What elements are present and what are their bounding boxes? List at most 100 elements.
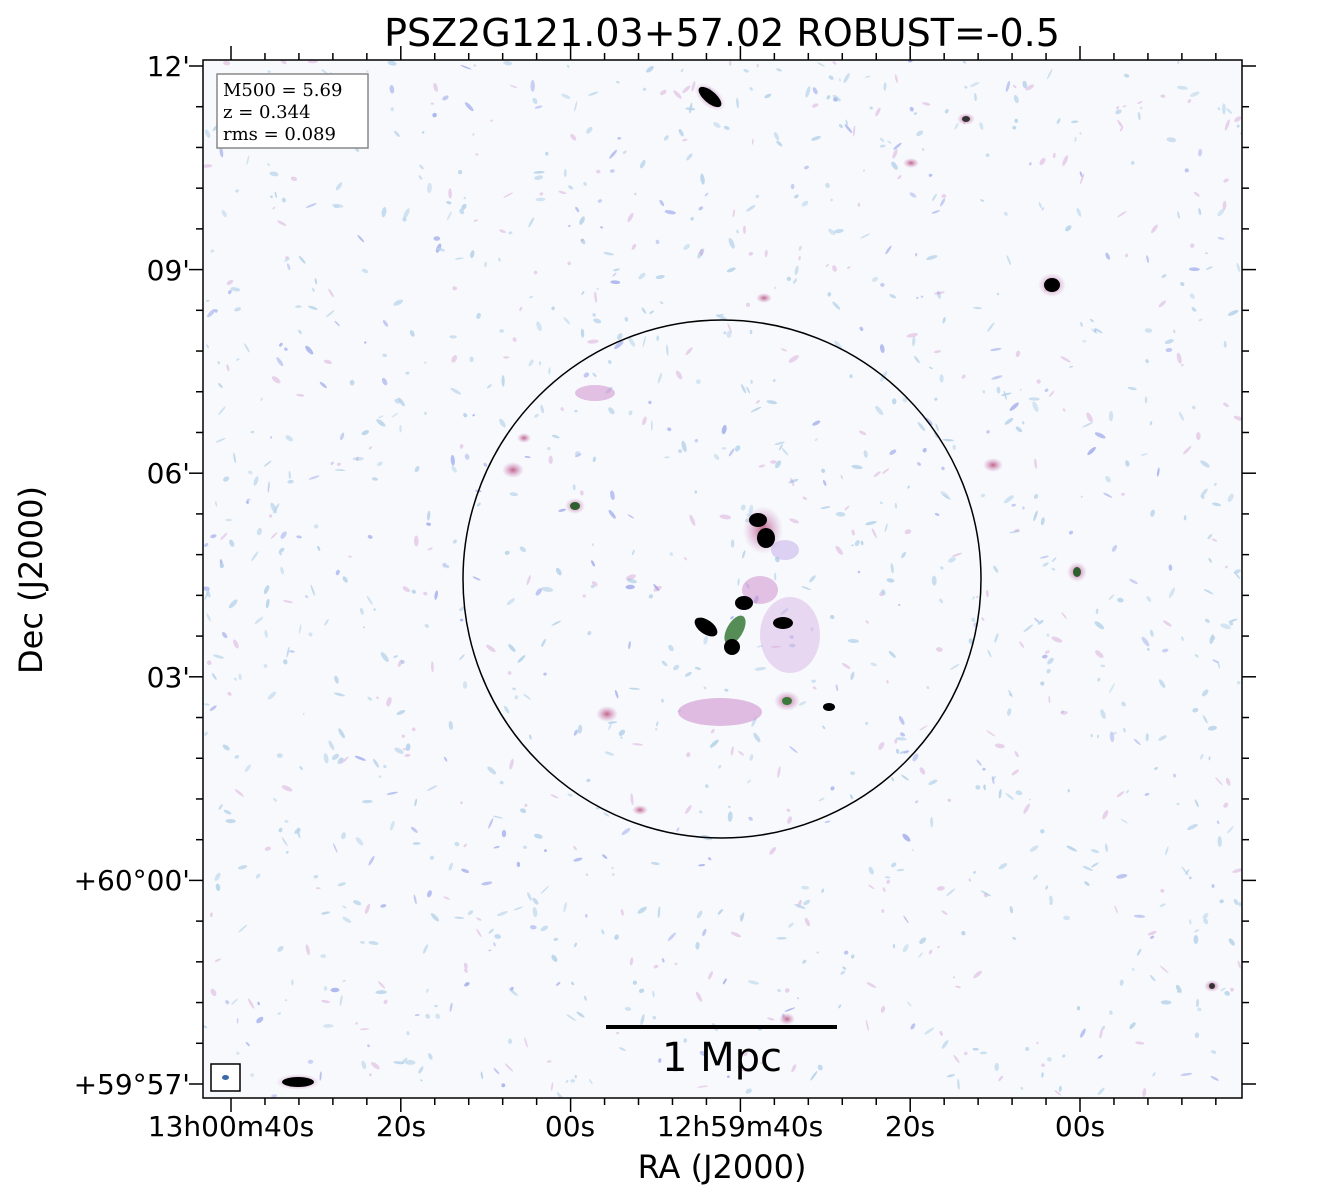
noise-speckle	[646, 66, 654, 73]
noise-speckle	[608, 722, 612, 731]
noise-speckle	[1177, 85, 1188, 90]
noise-speckle	[254, 616, 264, 625]
noise-speckle	[851, 954, 855, 959]
noise-speckle	[596, 287, 599, 290]
noise-speckle	[840, 970, 845, 975]
noise-speckle	[539, 192, 544, 196]
noise-speckle	[499, 229, 506, 234]
noise-speckle	[1127, 386, 1137, 391]
noise-speckle	[323, 359, 332, 364]
noise-speckle	[1028, 397, 1040, 401]
noise-speckle	[954, 122, 959, 130]
noise-speckle	[279, 342, 283, 347]
noise-speckle	[1236, 124, 1240, 128]
noise-speckle	[985, 153, 990, 158]
noise-speckle	[1222, 200, 1227, 210]
noise-speckle	[991, 775, 995, 785]
noise-speckle	[893, 142, 902, 150]
x-axis-label: RA (J2000)	[638, 1148, 807, 1186]
noise-speckle	[299, 766, 303, 770]
noise-speckle	[857, 570, 861, 574]
noise-speckle	[411, 589, 417, 594]
noise-speckle	[1061, 612, 1067, 619]
noise-speckle	[685, 347, 693, 356]
noise-speckle	[621, 827, 631, 836]
noise-speckle	[764, 93, 772, 99]
noise-speckle	[745, 302, 751, 307]
ra-tick-labels: 13h00m40s 20s 00s 12h59m40s 20s 00s	[148, 1110, 1105, 1143]
noise-speckle	[980, 199, 985, 202]
noise-speckle	[277, 945, 284, 952]
noise-speckle	[1045, 885, 1048, 890]
noise-speckle	[794, 194, 799, 199]
noise-speckle	[852, 125, 856, 137]
noise-speckle	[464, 453, 470, 460]
radio-source	[735, 596, 753, 610]
noise-speckle	[1051, 557, 1057, 563]
noise-speckle	[233, 677, 237, 681]
noise-speckle	[817, 1064, 823, 1071]
noise-speckle	[794, 903, 806, 909]
mass-label: M500 = 5.69	[223, 80, 342, 101]
noise-speckle	[1008, 689, 1013, 698]
noise-speckle	[600, 226, 603, 229]
noise-speckle	[583, 372, 590, 378]
noise-speckle	[798, 245, 802, 251]
noise-speckle	[694, 439, 699, 443]
ra-tick-label: 20s	[885, 1110, 935, 1143]
noise-speckle	[256, 1016, 264, 1024]
noise-speckle	[933, 350, 942, 354]
noise-speckle	[575, 206, 580, 213]
noise-speckle	[1041, 1072, 1044, 1078]
noise-speckle	[524, 1037, 528, 1048]
noise-speckle	[342, 916, 352, 923]
noise-speckle	[1217, 237, 1225, 240]
noise-speckle	[1005, 792, 1014, 800]
noise-speckle	[781, 348, 787, 352]
noise-speckle	[573, 857, 583, 862]
noise-speckle	[581, 238, 585, 242]
noise-speckle	[851, 464, 863, 470]
noise-speckle	[601, 929, 605, 935]
noise-speckle	[919, 767, 926, 775]
noise-speckle	[203, 164, 213, 168]
noise-speckle	[1051, 567, 1056, 571]
noise-speckle	[811, 136, 821, 141]
noise-speckle	[523, 693, 531, 700]
noise-speckle	[520, 808, 527, 814]
noise-speckle	[225, 518, 232, 522]
noise-speckle	[373, 608, 376, 611]
noise-speckle	[730, 746, 734, 756]
noise-speckle	[532, 906, 538, 918]
noise-speckle	[678, 449, 682, 453]
noise-speckle	[683, 1038, 687, 1043]
noise-speckle	[607, 721, 618, 724]
noise-speckle	[283, 659, 288, 665]
noise-speckle	[844, 124, 853, 134]
noise-speckle	[528, 359, 534, 367]
noise-speckle	[1052, 152, 1056, 159]
noise-speckle	[631, 549, 635, 556]
noise-speckle	[579, 490, 584, 496]
noise-speckle	[617, 136, 622, 140]
noise-speckle	[302, 712, 305, 716]
noise-speckle	[319, 1071, 322, 1081]
noise-speckle	[864, 75, 871, 78]
noise-speckle	[214, 872, 221, 882]
noise-speckle	[226, 364, 230, 372]
noise-speckle	[842, 966, 847, 970]
noise-speckle	[760, 1061, 766, 1065]
noise-speckle	[361, 1060, 367, 1070]
noise-speckle	[409, 330, 415, 337]
noise-speckle	[1028, 162, 1032, 166]
noise-speckle	[624, 317, 629, 322]
noise-speckle	[658, 1058, 662, 1063]
noise-speckle	[1208, 756, 1211, 761]
noise-speckle	[320, 954, 327, 959]
noise-speckle	[790, 183, 795, 190]
noise-speckle	[835, 511, 846, 517]
noise-speckle	[570, 134, 577, 141]
noise-speckle	[1193, 191, 1200, 197]
noise-speckle	[788, 922, 794, 928]
noise-speckle	[766, 400, 778, 405]
